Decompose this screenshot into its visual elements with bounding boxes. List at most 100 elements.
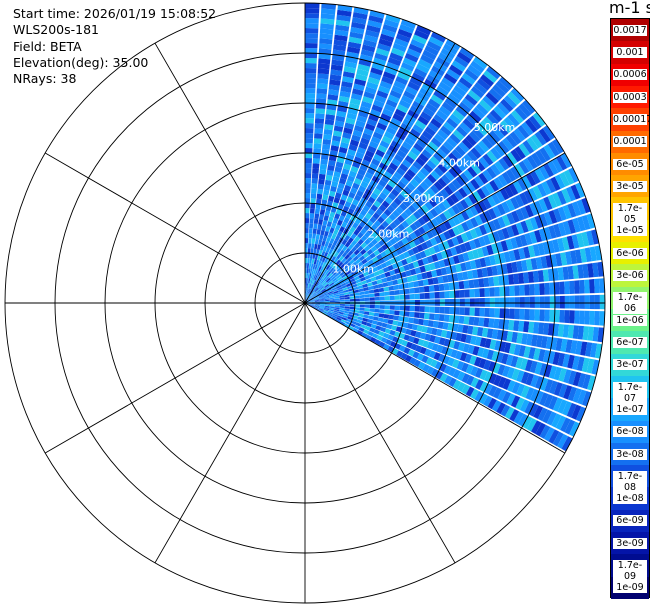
ray-gate [367,242,375,249]
ray-gate [479,120,492,133]
ray-gate [333,197,341,204]
ray-gate [447,152,459,164]
ray-gate [456,213,466,223]
ray-gate [511,381,521,394]
ray-gate [309,283,312,289]
ray-gate [363,311,370,316]
ray-gate [370,276,377,282]
ray-gate [514,297,520,308]
ray-gate [325,109,336,116]
ray-gate [318,58,331,65]
ray-gate [389,269,396,276]
ray-gate [429,306,435,313]
azimuth-spoke [154,302,306,564]
ray-gate [351,239,358,247]
ray-gate [356,68,369,77]
azimuth-spoke [304,152,566,304]
ray-gate [543,144,556,159]
ray-gate [367,76,380,85]
ray-gate [363,245,371,252]
ray-gate [379,309,385,314]
ray-gate [484,383,493,395]
ray-gate [576,199,586,215]
ray-gate [470,366,479,377]
ray-gate [514,163,525,177]
ray-gate [318,48,332,55]
ray-gate [396,149,407,159]
ray-gate [316,290,322,295]
ray-gate [441,199,451,210]
ray-gate [309,297,314,301]
ray-gate [518,143,531,157]
ray-gate [486,244,494,256]
ray-gate [323,184,331,191]
ray-gate [551,158,563,173]
ray-gate [434,215,444,225]
ray-gate [429,155,441,166]
ray-gate [510,149,522,163]
ray-gate [339,263,346,269]
ray-gate [338,255,345,262]
ray-gate [309,303,315,305]
ray-gate [454,145,466,157]
ray-gate [326,288,332,292]
ray-gate [321,250,326,257]
ray-gate [361,159,371,167]
ray-gate [540,335,548,349]
ray-gate [368,285,374,291]
ray-gate [423,312,430,320]
ray-gate [452,369,461,379]
ray-gate [333,311,339,316]
ray-gate [365,200,373,209]
ray-gate [438,353,446,363]
ray-gate [394,184,403,194]
ray-gate [446,68,461,81]
ray-gate [348,275,354,281]
ray-gate [553,366,562,381]
ray-gate [456,223,465,234]
ray-gate [399,66,413,77]
ray-gate [500,240,509,252]
ray-gate [350,280,357,286]
ray-gate [352,88,364,96]
ray-gate [584,247,592,262]
ray-gate [413,67,428,78]
ray-gate [539,377,549,391]
ray-gate [325,226,331,232]
ray-gate [358,327,365,332]
ray-gate [327,289,333,293]
azimuth-spoke [154,42,306,304]
azimuth-spoke [44,302,306,454]
ray-gate [414,293,420,300]
ray-gate [380,251,387,258]
ray-gate [517,178,528,191]
ray-gate [389,229,398,238]
ray-gate [491,400,502,412]
ray-gate [482,95,496,109]
ray-gate [459,307,465,316]
colorbar-tick-label: 1.7e-05 [613,203,647,226]
ray-gate [339,271,346,277]
ray-gate [423,285,430,293]
ray-gate [496,402,506,415]
ray-gate [331,315,338,319]
ray-gate [305,18,319,24]
ray-gate [324,304,330,307]
ray-gate [408,204,417,214]
ray-gate [350,26,365,35]
ray-gate [579,295,585,309]
ray-gate [305,193,311,199]
ray-gate [584,295,590,309]
ray-gate [443,220,452,230]
ray-gate [331,59,344,67]
ray-gate [307,248,311,254]
ray-gate [486,349,495,360]
ray-gate [317,63,330,70]
ray-gate [387,264,394,271]
ray-gate [465,208,474,219]
ray-gate [478,200,488,212]
ray-gate [463,280,470,289]
ray-gate [357,63,371,72]
ray-gate [506,331,514,342]
ray-gate [374,304,380,309]
